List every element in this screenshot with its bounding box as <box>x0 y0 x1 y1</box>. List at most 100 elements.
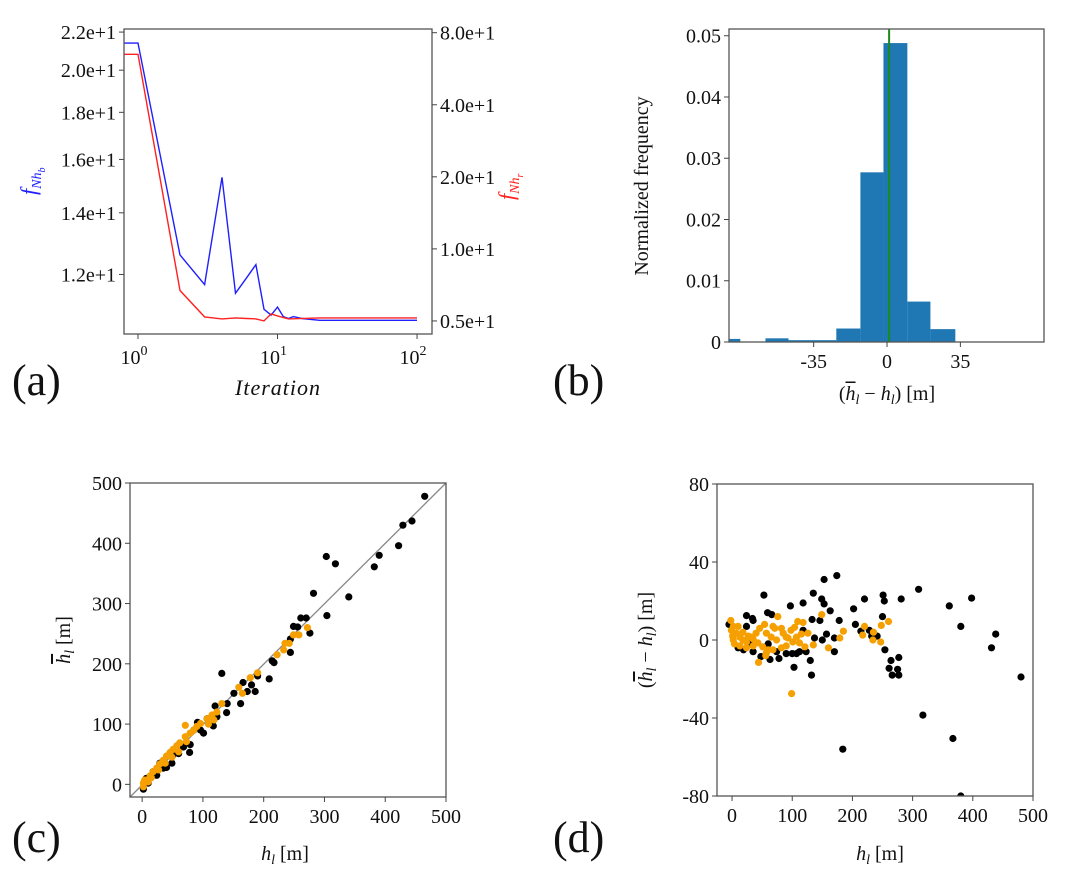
x-tick-label: 200 <box>837 805 867 827</box>
scatter-point-orange <box>736 642 744 650</box>
scatter-point-orange <box>161 759 169 767</box>
scatter-point-orange <box>210 716 218 724</box>
scatter-point-black <box>309 589 318 597</box>
scatter-point-orange <box>759 643 767 651</box>
y-tick-label: 0 <box>699 630 709 652</box>
scatter-point-black <box>742 612 751 620</box>
scatter-point-black <box>949 734 957 743</box>
x-tick-label: 0 <box>727 805 737 827</box>
x-axis-label-a: Iteration <box>234 375 321 400</box>
scatter-point-orange <box>285 639 293 647</box>
x-tick-label: 35 <box>950 351 970 373</box>
scatter-point-orange <box>742 644 751 652</box>
scatter-point-black <box>919 711 927 719</box>
scatter-point-orange <box>761 620 769 629</box>
scatter-point-orange <box>182 738 191 746</box>
scatter-point-black <box>775 654 783 663</box>
scatter-point-orange <box>869 628 878 636</box>
scatter-point-black <box>760 591 768 599</box>
scatter-point-orange <box>784 634 792 642</box>
scatter-point-black <box>816 616 824 625</box>
scatter-point-orange <box>303 624 311 632</box>
scatter-point-orange <box>727 626 736 634</box>
scatter-point-orange <box>797 630 805 638</box>
scatter-point-orange <box>779 629 787 637</box>
scatter-point-orange <box>791 623 799 631</box>
scatter-point-orange <box>794 617 802 626</box>
scatter-point-black <box>331 560 339 568</box>
histogram-bar <box>729 338 741 342</box>
scatter-point-black <box>808 615 816 624</box>
x-tick-label: 300 <box>309 806 339 828</box>
scatter-point-black <box>786 602 795 610</box>
scatter-point-black <box>850 605 858 613</box>
scatter-point-orange <box>289 631 298 639</box>
scatter-point-black <box>223 700 231 708</box>
scatter-point-orange <box>176 739 184 747</box>
scatter-point-orange <box>254 669 262 677</box>
plot-frame-b <box>728 28 1045 343</box>
x-axis-label-c: hl [m] <box>261 843 309 868</box>
scatter-point-black <box>399 521 407 529</box>
scatter-point-orange <box>238 689 246 697</box>
scatter-point-orange <box>859 631 867 639</box>
scatter-point-orange <box>218 700 226 708</box>
scatter-point-black <box>749 616 757 625</box>
scatter-point-black <box>168 759 176 767</box>
scatter-point-black <box>186 748 194 757</box>
scatter-point-black <box>345 593 353 601</box>
scatter-point-black <box>851 620 860 629</box>
scatter-point-black <box>749 648 757 656</box>
scatter-point-black <box>888 671 896 679</box>
x-tick-label: 500 <box>1018 805 1048 827</box>
chart-marks: 100 101 102 2.2e+1 2.0e+1 1.8e+1 1.6e+1 1.4e+1 1… <box>61 22 1048 828</box>
panel-label-d: (d) <box>553 813 604 862</box>
scatter-point-orange <box>839 627 848 635</box>
x-axis-label-b: (hl − hl) [m] <box>839 383 935 408</box>
scatter-point-black <box>199 729 208 737</box>
scatter-point-black <box>885 664 893 672</box>
scatter-point-black <box>945 602 953 610</box>
scatter-point-orange <box>181 721 189 729</box>
scatter-point-black <box>835 616 843 625</box>
x-tick-label: 100 <box>777 805 807 827</box>
scatter-point-black <box>830 648 839 656</box>
scatter-point-orange <box>877 621 885 630</box>
scatter-point-black <box>782 650 790 658</box>
scatter-point-orange <box>749 635 757 643</box>
panel-label-a: (a) <box>12 356 61 405</box>
y-tick-label: 0.04 <box>686 87 721 109</box>
x-tick-label: 400 <box>958 805 988 827</box>
scatter-point-black <box>230 689 238 697</box>
y-tick-label-right: 0.5e+1 <box>440 311 495 333</box>
scatter-point-black <box>211 702 219 710</box>
x-tick-label: 102 <box>400 344 427 369</box>
y-tick-label: -40 <box>682 708 709 730</box>
histogram-bar <box>765 338 789 342</box>
scatter-point-black <box>809 589 817 597</box>
scatter-point-black <box>881 646 889 654</box>
x-tick-label: 400 <box>370 806 400 828</box>
x-tick-label: 0 <box>882 351 892 373</box>
scatter-point-orange <box>771 624 779 632</box>
scatter-point-orange <box>246 674 254 682</box>
scatter-point-orange <box>213 708 221 716</box>
scatter-point-orange <box>273 651 281 659</box>
scatter-point-black <box>294 623 302 631</box>
y-tick-label-left: 1.4e+1 <box>61 203 116 225</box>
x-tick-label: 200 <box>249 806 279 828</box>
line-series-f_Nhr <box>124 53 417 322</box>
scatter-point-orange <box>175 748 183 756</box>
scatter-point-black <box>790 663 798 671</box>
x-tick-label: 100 <box>120 344 147 369</box>
y-tick-label: 0.02 <box>686 209 721 231</box>
y-tick-label-left: 1.8e+1 <box>61 102 116 124</box>
x-tick-label: 100 <box>188 806 218 828</box>
histogram-bar <box>907 301 931 342</box>
scatter-point-orange <box>139 783 147 791</box>
scatter-point-black <box>878 613 887 621</box>
histogram-bar <box>860 172 884 342</box>
scatter-point-black <box>323 612 331 620</box>
scatter-point-black <box>408 517 416 525</box>
